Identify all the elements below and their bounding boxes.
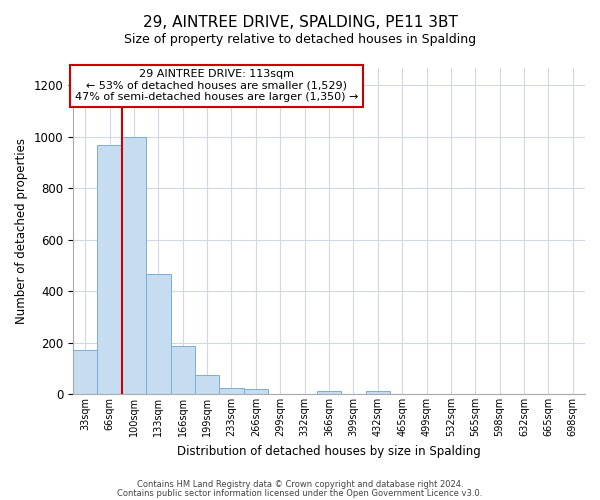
Bar xyxy=(170,346,195,394)
Bar xyxy=(97,144,122,394)
Text: Contains HM Land Registry data © Crown copyright and database right 2024.: Contains HM Land Registry data © Crown c… xyxy=(137,480,463,489)
Bar xyxy=(317,392,341,394)
Text: Contains public sector information licensed under the Open Government Licence v3: Contains public sector information licen… xyxy=(118,488,482,498)
Y-axis label: Number of detached properties: Number of detached properties xyxy=(15,138,28,324)
Bar xyxy=(146,274,170,394)
Bar xyxy=(365,392,390,394)
Text: Size of property relative to detached houses in Spalding: Size of property relative to detached ho… xyxy=(124,32,476,46)
Bar xyxy=(122,137,146,394)
Bar xyxy=(220,388,244,394)
X-axis label: Distribution of detached houses by size in Spalding: Distribution of detached houses by size … xyxy=(177,444,481,458)
Bar xyxy=(244,389,268,394)
Text: 29, AINTREE DRIVE, SPALDING, PE11 3BT: 29, AINTREE DRIVE, SPALDING, PE11 3BT xyxy=(143,15,457,30)
Bar xyxy=(73,350,97,394)
Text: 29 AINTREE DRIVE: 113sqm
← 53% of detached houses are smaller (1,529)
47% of sem: 29 AINTREE DRIVE: 113sqm ← 53% of detach… xyxy=(74,69,358,102)
Bar xyxy=(195,374,220,394)
